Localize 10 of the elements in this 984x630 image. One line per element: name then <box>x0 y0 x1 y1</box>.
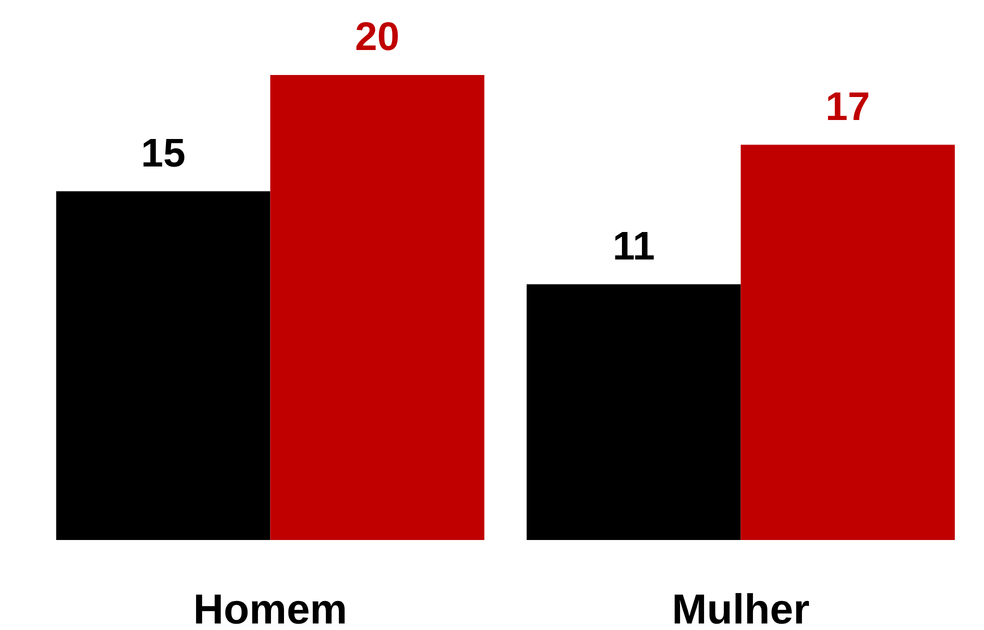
data-label: 11 <box>612 224 655 268</box>
x-tick-label: Mulher <box>672 586 810 630</box>
bar <box>56 191 270 540</box>
data-label: 20 <box>355 15 400 59</box>
data-label: 15 <box>140 131 186 176</box>
data-label: 17 <box>826 84 870 129</box>
bar <box>270 75 484 540</box>
bar <box>740 144 955 540</box>
bar <box>526 284 741 540</box>
x-tick-label: Homem <box>193 586 348 630</box>
